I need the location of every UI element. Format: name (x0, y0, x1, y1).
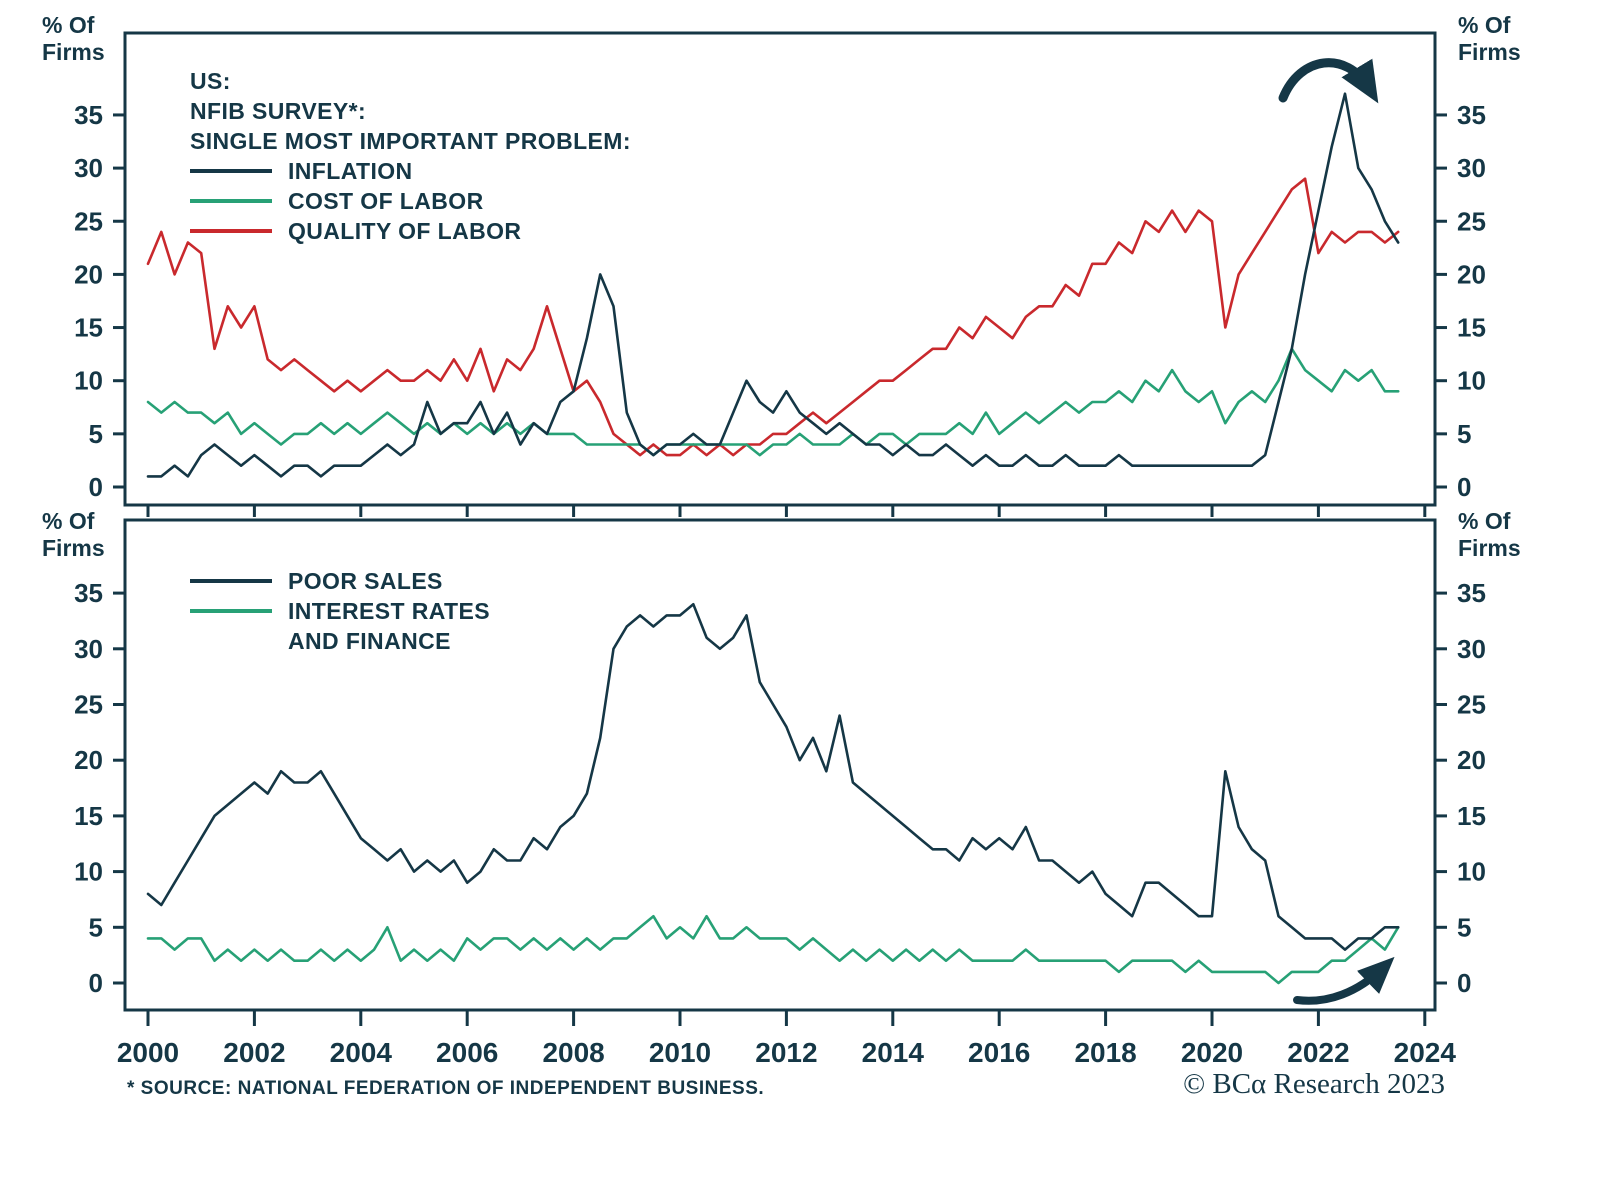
y-tick-label: 35 (74, 578, 103, 608)
y-tick-label: 25 (1457, 690, 1486, 720)
y-tick-label: 20 (1457, 745, 1486, 775)
source-note: * SOURCE: NATIONAL FEDERATION OF INDEPEN… (127, 1078, 765, 1099)
y-axis-label-bottom-right: % Of Firms (1458, 508, 1521, 562)
x-tick-label: 2020 (1181, 1037, 1243, 1068)
y-tick-label: 0 (89, 472, 103, 502)
copyright: © BCα Research 2023 (1183, 1068, 1445, 1100)
x-tick-label: 2002 (223, 1037, 285, 1068)
x-tick-label: 2012 (755, 1037, 817, 1068)
legend-label-inflation: INFLATION (288, 158, 413, 184)
quality-of-labor-line-swatch-icon (190, 229, 272, 233)
x-tick-label: 2008 (542, 1037, 604, 1068)
y-tick-label: 5 (1457, 419, 1471, 449)
y-axis-label-line2: Firms (1458, 39, 1521, 65)
y-axis-label-line1: % Of (1458, 12, 1511, 38)
y-axis-label-bottom-left: % Of Firms (42, 508, 105, 562)
panel-top: 35 35 30 30 25 25 20 20 15 15 10 10 5 5 0 0 (74, 31, 1486, 517)
legend-item-quality-of-labor: QUALITY OF LABOR (190, 216, 631, 246)
inflation-line-swatch-icon (190, 169, 272, 173)
y-tick-label: 20 (74, 259, 103, 289)
y-axis-label-top-right: % Of Firms (1458, 12, 1521, 66)
x-tick-label: 2004 (330, 1037, 393, 1068)
y-axis-label-line2: Firms (42, 535, 105, 561)
legend-label-poor-sales: POOR SALES (288, 568, 443, 594)
y-tick-label: 10 (1457, 857, 1486, 887)
y-tick-label: 10 (1457, 366, 1486, 396)
y-tick-label: 5 (89, 419, 103, 449)
x-tick-label: 2000 (117, 1037, 179, 1068)
series-line-interest-rates-and-finance (146, 914, 1400, 985)
y-tick-label: 35 (1457, 578, 1486, 608)
legend-item-inflation: INFLATION (190, 156, 631, 186)
legend-label-quality-of-labor: QUALITY OF LABOR (288, 218, 522, 244)
y-axis-label-top-left: % Of Firms (42, 12, 105, 66)
inflation-spike-arrow-icon (1278, 58, 1379, 104)
interest-rates-uptick-arrow-icon (1293, 956, 1395, 1005)
panel-border (123, 31, 1437, 507)
panel-border (123, 518, 1437, 1012)
legend-item-poor-sales: POOR SALES (190, 566, 490, 596)
y-axis-label-line1: % Of (42, 508, 95, 534)
x-tick-label: 2006 (436, 1037, 498, 1068)
legend-label-cost-of-labor: COST OF LABOR (288, 188, 484, 214)
y-tick-label: 30 (74, 153, 103, 183)
y-tick-label: 35 (1457, 100, 1486, 130)
y-tick-label: 0 (89, 968, 103, 998)
y-tick-label: 0 (1457, 472, 1471, 502)
y-tick-label: 20 (74, 745, 103, 775)
y-axis-label-line2: Firms (1458, 535, 1521, 561)
y-tick-label: 20 (1457, 259, 1486, 289)
legend-item-interest-rates: INTEREST RATES AND FINANCE (190, 596, 490, 656)
x-tick-label: 2022 (1287, 1037, 1349, 1068)
y-tick-label: 5 (1457, 912, 1471, 942)
x-tick-label: 2018 (1074, 1037, 1136, 1068)
chart-title-line-3: SINGLE MOST IMPORTANT PROBLEM: (190, 128, 631, 154)
chart-title-line-2: NFIB SURVEY*: (190, 98, 367, 124)
legend-label-interest-rates-line1: INTEREST RATES (288, 598, 490, 624)
legend-item-cost-of-labor: COST OF LABOR (190, 186, 631, 216)
chart-annotations (1278, 58, 1395, 1005)
y-tick-label: 25 (74, 206, 103, 236)
y-tick-label: 15 (1457, 313, 1486, 343)
y-tick-label: 15 (1457, 801, 1486, 831)
y-axis-label-line1: % Of (1458, 508, 1511, 534)
legend-label-interest-rates-line2: AND FINANCE (288, 628, 451, 654)
series-line-quality-of-labor (146, 177, 1400, 457)
bottom-legend: POOR SALES INTEREST RATES AND FINANCE (190, 566, 490, 656)
interest-rates-line-swatch-icon (190, 609, 272, 613)
y-tick-label: 30 (1457, 153, 1486, 183)
x-tick-label: 2010 (649, 1037, 711, 1068)
y-tick-label: 30 (1457, 634, 1486, 664)
top-legend: US: NFIB SURVEY*: SINGLE MOST IMPORTANT … (190, 66, 631, 246)
series-line-cost-of-labor (146, 347, 1400, 457)
y-tick-label: 30 (74, 634, 103, 664)
y-axis-label-line2: Firms (42, 39, 105, 65)
y-tick-label: 10 (74, 857, 103, 887)
y-tick-label: 0 (1457, 968, 1471, 998)
y-tick-label: 15 (74, 801, 103, 831)
y-tick-label: 35 (74, 100, 103, 130)
x-tick-label: 2014 (862, 1037, 925, 1068)
series-line-poor-sales (146, 602, 1400, 951)
y-axis-label-line1: % Of (42, 12, 95, 38)
chart-title-line-1: US: (190, 68, 231, 94)
series-line-inflation (146, 92, 1400, 478)
poor-sales-line-swatch-icon (190, 579, 272, 583)
cost-of-labor-line-swatch-icon (190, 199, 272, 203)
y-tick-label: 15 (74, 313, 103, 343)
y-tick-label: 25 (74, 690, 103, 720)
y-tick-label: 5 (89, 912, 103, 942)
y-tick-label: 10 (74, 366, 103, 396)
x-tick-label: 2024 (1394, 1037, 1457, 1068)
y-tick-label: 25 (1457, 206, 1486, 236)
x-tick-label: 2016 (968, 1037, 1030, 1068)
